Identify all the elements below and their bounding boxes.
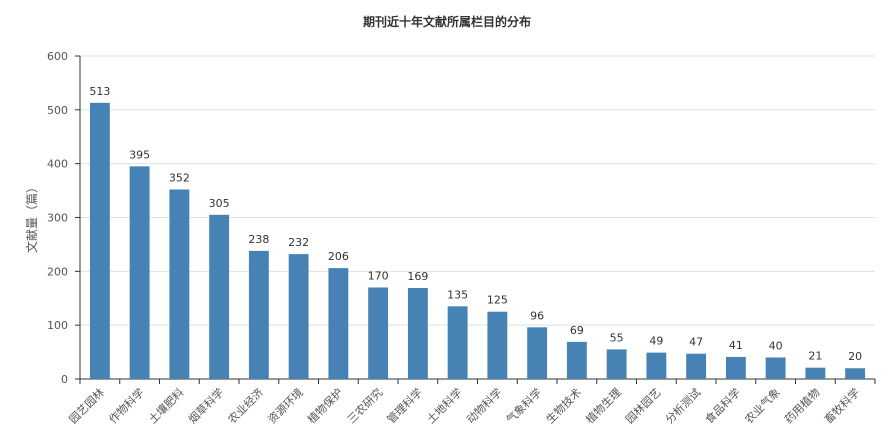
bar (845, 368, 866, 379)
data-label: 170 (368, 269, 389, 282)
x-tick-label: 植物生理 (583, 385, 624, 426)
y-tick-label: 200 (47, 265, 68, 278)
data-label: 305 (209, 197, 230, 210)
x-tick-label: 管理科学 (384, 385, 425, 426)
data-label: 69 (570, 324, 584, 337)
bar (725, 356, 746, 379)
data-label: 21 (808, 350, 822, 363)
data-label: 513 (89, 85, 110, 98)
bar (765, 357, 786, 379)
bar (248, 250, 269, 379)
bar (407, 288, 428, 379)
x-tick-label: 气象科学 (503, 385, 544, 426)
bars (89, 102, 866, 380)
y-axis-label: 文献量（篇） (24, 181, 39, 253)
data-label: 135 (447, 288, 468, 301)
x-tick-label: 农业气象 (742, 385, 783, 426)
x-tick-label: 农业经济 (225, 385, 266, 426)
bar (566, 341, 587, 379)
bar (606, 349, 627, 379)
x-tick-label: 食品科学 (702, 385, 743, 426)
chart-title: 期刊近十年文献所属栏目的分布 (363, 14, 531, 29)
bar (686, 353, 707, 379)
y-tick-label: 500 (47, 104, 68, 117)
y-tick-label: 100 (47, 319, 68, 332)
x-tick-label: 土壤肥料 (145, 385, 186, 426)
x-tick-label: 生物技术 (543, 385, 584, 426)
x-tick-label: 植物保护 (304, 385, 345, 426)
bar (288, 254, 309, 379)
data-label: 47 (689, 336, 703, 349)
data-label: 55 (610, 331, 624, 344)
x-tick-label: 烟草科学 (185, 385, 226, 426)
x-tick-label: 动物科学 (463, 385, 504, 426)
y-tick-label: 0 (61, 373, 68, 386)
data-label: 238 (248, 233, 269, 246)
data-label: 206 (328, 250, 349, 263)
bar (328, 268, 349, 379)
bar (209, 214, 230, 379)
x-tick-label: 园艺园林 (66, 385, 107, 426)
data-label: 352 (169, 172, 190, 185)
x-tick-label: 园林园艺 (622, 385, 663, 426)
x-tick-label: 资源环境 (265, 385, 306, 426)
x-tick-label: 畜牧科学 (821, 385, 862, 426)
x-tick-label: 药用植物 (781, 385, 822, 426)
data-label: 49 (649, 335, 663, 348)
x-tick-label: 三农研究 (344, 385, 385, 426)
data-label: 40 (769, 339, 783, 352)
axes (75, 55, 876, 384)
data-label: 395 (129, 148, 150, 161)
data-label: 41 (729, 339, 743, 352)
x-tick-label: 分析测试 (662, 385, 703, 426)
bar (646, 352, 667, 379)
x-tick-label: 作物科学 (106, 385, 147, 426)
data-label: 20 (848, 350, 862, 363)
y-tick-label: 400 (47, 158, 68, 171)
x-tick-label: 土地科学 (424, 385, 465, 426)
bar (805, 367, 826, 379)
y-tick-label: 600 (47, 50, 68, 63)
bar (129, 166, 150, 379)
grid-lines (80, 55, 875, 326)
bar (169, 189, 190, 379)
bar (527, 327, 548, 379)
bar (447, 306, 468, 379)
y-tick-label: 300 (47, 212, 68, 225)
data-label: 232 (288, 236, 309, 249)
bar (368, 287, 389, 379)
bar (487, 311, 508, 379)
data-label: 169 (407, 270, 428, 283)
data-label: 125 (487, 294, 508, 307)
bar (89, 102, 110, 380)
data-label: 96 (530, 309, 544, 322)
